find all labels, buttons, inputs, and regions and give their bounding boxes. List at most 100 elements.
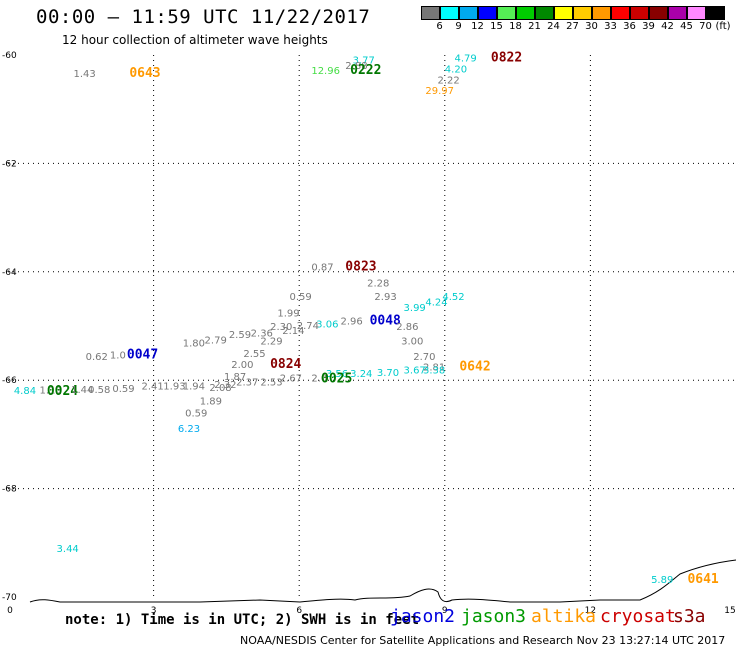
wave-height-label: 2.00 bbox=[231, 360, 253, 371]
wave-height-label: 12.96 bbox=[311, 66, 340, 77]
x-tick-label: 15 bbox=[724, 606, 735, 616]
scale-label: 12 bbox=[471, 21, 484, 32]
wave-height-label: 4.84 bbox=[14, 386, 36, 397]
y-tick-label: -62 bbox=[2, 159, 17, 169]
wave-height-label: 2.88 bbox=[345, 61, 367, 72]
scale-label: 18 bbox=[509, 21, 522, 32]
wave-height-label: 3.70 bbox=[377, 368, 399, 379]
wave-height-label: 0.59 bbox=[289, 292, 311, 303]
pass-time-label: 0222 bbox=[350, 63, 381, 78]
wave-height-label: 2.86 bbox=[396, 322, 418, 333]
wave-height-label: 2.29 bbox=[260, 337, 282, 348]
wave-height-label: 3.99 bbox=[404, 303, 426, 314]
y-tick-label: -66 bbox=[2, 376, 17, 386]
wave-height-label: 0.62 bbox=[86, 352, 108, 363]
wave-height-label: 29.97 bbox=[425, 86, 454, 97]
wave-height-label: 3.77 bbox=[353, 55, 375, 66]
wave-height-label: 2.28 bbox=[367, 279, 389, 290]
pass-time-label: 0024 bbox=[47, 384, 78, 399]
pass-time-label: 0642 bbox=[459, 360, 490, 375]
scale-swatch bbox=[668, 6, 687, 20]
pass-time-label: 0641 bbox=[687, 572, 718, 587]
scale-label: 39 bbox=[642, 21, 655, 32]
wave-height-label: 3.00 bbox=[401, 337, 423, 348]
wave-height-label: 1.0 bbox=[110, 351, 126, 362]
scale-label: 9 bbox=[455, 21, 462, 32]
scale-swatch bbox=[516, 6, 535, 20]
scale-swatch bbox=[573, 6, 592, 20]
grid-lines bbox=[8, 55, 736, 597]
scale-swatch bbox=[535, 6, 554, 20]
wave-height-label: 2.14 bbox=[282, 326, 304, 337]
wave-height-label: 0.58 bbox=[88, 385, 110, 396]
wave-height-label: 4.52 bbox=[442, 292, 464, 303]
wave-height-label: 1.94 bbox=[183, 382, 205, 393]
wave-height-label: 2.0 bbox=[311, 373, 327, 384]
wave-height-label: 3.38 bbox=[423, 365, 445, 376]
pass-time-label: 0048 bbox=[370, 314, 401, 329]
wave-height-label: 3.44 bbox=[57, 544, 79, 555]
wave-height-label: 2.96 bbox=[340, 317, 362, 328]
wave-height-label: 2.36 bbox=[251, 329, 273, 340]
wave-height-label: 1.44 bbox=[71, 385, 93, 396]
wave-height-label: 2.67 bbox=[280, 373, 302, 384]
wave-height-label: 4.20 bbox=[445, 65, 467, 76]
wave-height-label: 2.30 bbox=[270, 322, 292, 333]
x-tick-label: 9 bbox=[442, 606, 448, 616]
scale-swatch bbox=[687, 6, 706, 20]
wave-height-label: 1.13 bbox=[40, 385, 62, 396]
scale-label: 6 bbox=[436, 21, 443, 32]
mission-s3a: s3a bbox=[673, 606, 706, 627]
pass-time-label: 0643 bbox=[129, 66, 160, 81]
wave-height-label: 2.22 bbox=[438, 75, 460, 86]
wave-height-label: 2.55 bbox=[243, 349, 265, 360]
mission-jason2: jason2 bbox=[390, 606, 456, 627]
y-tick-label: -70 bbox=[2, 593, 17, 603]
mission-altika: altika bbox=[531, 606, 597, 627]
wave-height-label: 2.74 bbox=[297, 321, 319, 332]
scale-label: 45 bbox=[680, 21, 693, 32]
wave-height-label: 1.43 bbox=[74, 69, 96, 80]
wave-height-label: 0.59 bbox=[112, 384, 134, 395]
scale-swatch bbox=[421, 6, 440, 20]
wave-height-label: 2.37 bbox=[236, 377, 258, 388]
note-text: note: 1) Time is in UTC; 2) SWH is in fe… bbox=[65, 612, 420, 628]
scale-swatch bbox=[592, 6, 611, 20]
page-title: 00:00 — 11:59 UTC 11/22/2017 bbox=[36, 6, 371, 28]
wave-height-label: 2.93 bbox=[374, 292, 396, 303]
wave-height-label: 1.93 bbox=[163, 382, 185, 393]
scale-label: 30 bbox=[585, 21, 598, 32]
wave-height-label: 1.99 bbox=[277, 308, 299, 319]
wave-height-label: 1.89 bbox=[200, 396, 222, 407]
pass-time-label: 0047 bbox=[127, 348, 158, 363]
coastline bbox=[29, 559, 737, 603]
coastline-antarctica bbox=[29, 559, 737, 603]
mission-cryosat: cryosat bbox=[600, 606, 676, 627]
axis-ticks: 0 3 6 9 12 15 -60 -62 -64 -66 -68 -70 bbox=[2, 51, 736, 616]
wave-height-label: 6.23 bbox=[178, 424, 200, 435]
pass-time-label: 0824 bbox=[270, 357, 301, 372]
page-subtitle: 12 hour collection of altimeter wave hei… bbox=[62, 33, 328, 47]
scale-swatch bbox=[497, 6, 516, 20]
scale-swatch bbox=[459, 6, 478, 20]
scale-label: 21 bbox=[528, 21, 541, 32]
pass-time-label: 0823 bbox=[345, 259, 376, 274]
wave-height-label: 2.79 bbox=[205, 336, 227, 347]
wave-height-label: 2.53 bbox=[260, 377, 282, 388]
mission-jason3: jason3 bbox=[461, 606, 527, 627]
x-tick-label: 0 bbox=[7, 606, 13, 616]
scale-label: 33 bbox=[604, 21, 617, 32]
scale-label: 15 bbox=[490, 21, 503, 32]
scale-swatch bbox=[630, 6, 649, 20]
scale-label: 27 bbox=[566, 21, 579, 32]
scale-label: 42 bbox=[661, 21, 674, 32]
wave-height-label: 3.24 bbox=[350, 369, 372, 380]
scale-swatch bbox=[554, 6, 573, 20]
scale-label: 36 bbox=[623, 21, 636, 32]
y-tick-label: -60 bbox=[2, 51, 17, 61]
wave-height-label: 4.79 bbox=[455, 54, 477, 65]
wave-height-label: 4.24 bbox=[425, 298, 447, 309]
scale-swatch bbox=[649, 6, 668, 20]
